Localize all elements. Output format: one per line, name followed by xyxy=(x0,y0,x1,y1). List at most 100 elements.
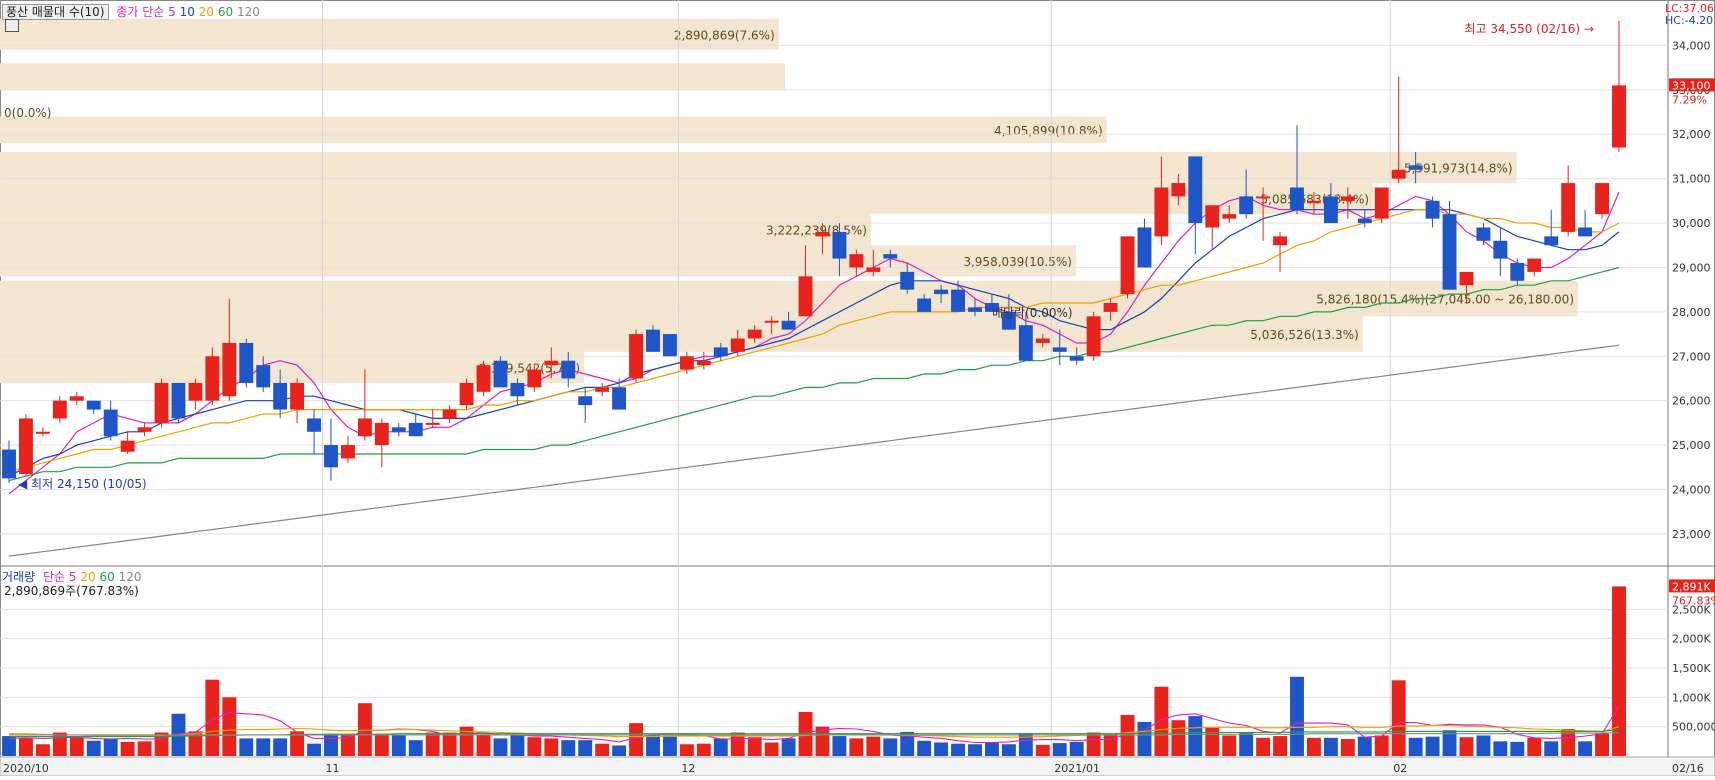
volume-bar[interactable] xyxy=(239,738,254,756)
volume-bar[interactable] xyxy=(679,744,694,756)
candle-body[interactable] xyxy=(1103,302,1118,312)
candle-body[interactable] xyxy=(188,382,203,401)
candle-body[interactable] xyxy=(1561,183,1576,232)
candle-body[interactable] xyxy=(883,254,898,259)
volume-bar[interactable] xyxy=(781,738,796,756)
volume-bar[interactable] xyxy=(357,703,372,756)
volume-bar[interactable] xyxy=(764,742,779,756)
volume-bar[interactable] xyxy=(1154,686,1169,756)
volume-bar[interactable] xyxy=(340,733,355,756)
volume-bar[interactable] xyxy=(35,744,50,756)
volume-bar[interactable] xyxy=(1340,738,1355,756)
volume-bar[interactable] xyxy=(629,723,644,756)
volume-bar[interactable] xyxy=(273,738,288,756)
volume-bar[interactable] xyxy=(1612,586,1626,756)
volume-bar[interactable] xyxy=(1442,730,1457,756)
candle-body[interactable] xyxy=(103,409,118,437)
volume-bar[interactable] xyxy=(86,740,101,756)
candle-body[interactable] xyxy=(307,418,322,432)
volume-bar[interactable] xyxy=(696,743,711,756)
volume-bar[interactable] xyxy=(1086,732,1101,756)
candle-body[interactable] xyxy=(154,382,169,423)
volume-bar[interactable] xyxy=(1001,744,1016,756)
volume-bar[interactable] xyxy=(510,734,525,756)
candle-body[interactable] xyxy=(696,360,711,366)
candle-body[interactable] xyxy=(781,320,796,330)
volume-bar[interactable] xyxy=(476,735,491,756)
candle-body[interactable] xyxy=(900,271,915,290)
volume-bar[interactable] xyxy=(866,736,881,756)
volume-bar[interactable] xyxy=(290,731,305,756)
candle-body[interactable] xyxy=(442,409,457,419)
volume-bar[interactable] xyxy=(951,743,966,756)
candle-body[interactable] xyxy=(1137,227,1152,268)
candle-body[interactable] xyxy=(510,382,525,397)
candle-body[interactable] xyxy=(713,347,728,357)
candle-body[interactable] xyxy=(866,267,881,272)
candle-body[interactable] xyxy=(18,418,33,474)
candle-body[interactable] xyxy=(493,360,508,388)
candle-body[interactable] xyxy=(239,342,254,383)
candle-body[interactable] xyxy=(1425,200,1440,219)
volume-bar[interactable] xyxy=(120,741,135,756)
volume-bar[interactable] xyxy=(103,738,118,756)
volume-bar[interactable] xyxy=(1239,733,1254,756)
candle-body[interactable] xyxy=(849,254,864,268)
candle-body[interactable] xyxy=(1256,196,1271,199)
volume-bar[interactable] xyxy=(1103,733,1118,756)
candle-body[interactable] xyxy=(1595,183,1610,215)
candle-body[interactable] xyxy=(629,334,644,379)
volume-bar[interactable] xyxy=(391,735,406,756)
volume-bar[interactable] xyxy=(2,736,16,756)
candle-body[interactable] xyxy=(324,445,338,468)
volume-bar[interactable] xyxy=(561,740,576,756)
volume-bar[interactable] xyxy=(18,737,33,756)
candle-body[interactable] xyxy=(391,427,406,432)
candle-body[interactable] xyxy=(679,356,694,370)
volume-bar[interactable] xyxy=(1357,736,1372,756)
volume-bars[interactable] xyxy=(2,586,1626,756)
volume-bar[interactable] xyxy=(662,736,677,756)
candle-body[interactable] xyxy=(137,427,152,432)
candle-body[interactable] xyxy=(1476,227,1491,241)
volume-bar[interactable] xyxy=(883,738,898,756)
candle-body[interactable] xyxy=(1493,240,1508,259)
volume-bar[interactable] xyxy=(1205,727,1220,756)
volume-bar[interactable] xyxy=(1578,741,1593,756)
volume-bar[interactable] xyxy=(849,738,864,756)
candle-body[interactable] xyxy=(1239,196,1254,215)
candle-body[interactable] xyxy=(1306,200,1321,203)
candle-body[interactable] xyxy=(561,360,576,379)
volume-bar[interactable] xyxy=(713,738,728,756)
candle-body[interactable] xyxy=(1018,325,1033,361)
candle-body[interactable] xyxy=(798,276,813,317)
candle-body[interactable] xyxy=(2,449,16,479)
volume-bar[interactable] xyxy=(307,743,322,756)
candle-body[interactable] xyxy=(52,400,67,419)
candle-body[interactable] xyxy=(1340,196,1355,201)
candle-body[interactable] xyxy=(1171,183,1186,197)
candle-body[interactable] xyxy=(1408,165,1423,170)
candle-body[interactable] xyxy=(1069,356,1084,361)
volume-bar[interactable] xyxy=(69,737,84,756)
volume-bar[interactable] xyxy=(578,740,593,756)
volume-bar[interactable] xyxy=(1527,737,1542,756)
candle-body[interactable] xyxy=(646,329,660,352)
volume-bar[interactable] xyxy=(527,737,542,756)
table-icon[interactable] xyxy=(5,19,19,32)
candle-body[interactable] xyxy=(425,422,440,425)
candle-body[interactable] xyxy=(1154,187,1169,237)
candle-body[interactable] xyxy=(408,422,423,437)
candle-body[interactable] xyxy=(662,334,677,357)
candle-body[interactable] xyxy=(374,422,389,446)
volume-bar[interactable] xyxy=(646,735,660,756)
volume-bar[interactable] xyxy=(442,732,457,756)
volume-bar[interactable] xyxy=(374,733,389,756)
volume-bar[interactable] xyxy=(408,740,423,756)
candle-body[interactable] xyxy=(815,231,830,237)
candle-body[interactable] xyxy=(1442,214,1457,290)
indicator-tag[interactable]: 풍산 매물대 수(10) xyxy=(2,4,109,20)
candle-body[interactable] xyxy=(1323,196,1338,224)
candle-body[interactable] xyxy=(222,342,237,397)
